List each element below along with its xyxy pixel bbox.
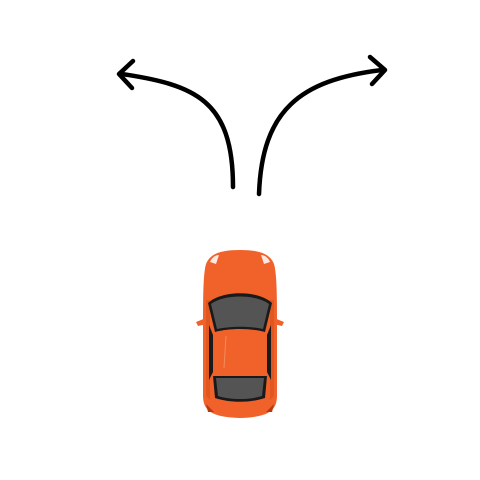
left-turn-arrow <box>116 58 236 190</box>
left-headlight <box>210 255 219 264</box>
car-rear-light-left <box>206 404 214 412</box>
car-windshield-glass <box>211 296 269 329</box>
car-left-window <box>209 325 213 380</box>
car-roof <box>215 329 265 372</box>
car-right-window <box>267 325 271 380</box>
car-roof-highlight <box>223 335 227 369</box>
right-arrow-shaft <box>256 67 385 197</box>
left-arrow-shaft <box>119 71 236 190</box>
right-arrow-head <box>367 54 388 87</box>
car-top-view-icon <box>196 250 284 418</box>
right-turn-arrow <box>256 54 388 197</box>
car-rear-light-right <box>266 404 274 412</box>
car-rear-window-glass <box>216 378 264 399</box>
right-headlight <box>261 255 270 264</box>
left-arrow-head <box>116 58 136 91</box>
